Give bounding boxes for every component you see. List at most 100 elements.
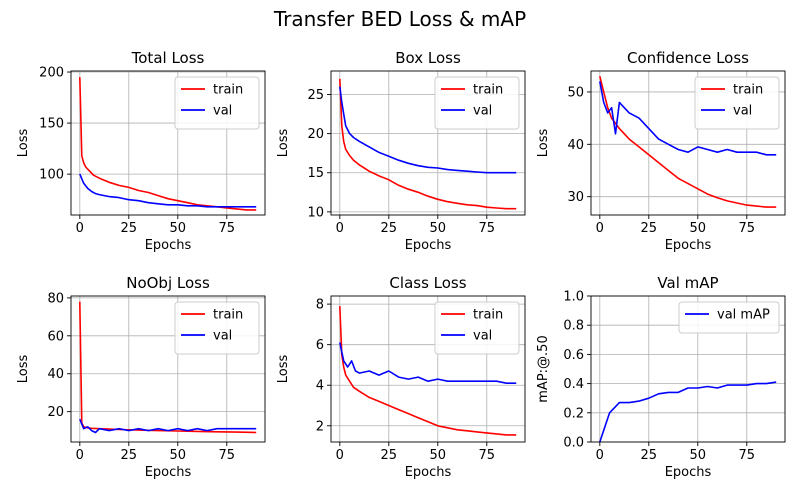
y-tick-label: 40 bbox=[47, 367, 64, 382]
legend-label: val bbox=[213, 329, 232, 344]
subplot-1: Total Loss 0 25 50 75 100 150 200 Epochs Loss trai… bbox=[16, 49, 266, 253]
y-axis-label: mAP:@.50 bbox=[536, 335, 551, 402]
series-line-train bbox=[339, 78, 517, 210]
legend-box bbox=[694, 76, 780, 130]
axes-frame bbox=[70, 70, 266, 216]
legend-box bbox=[174, 301, 260, 355]
y-tick-label: 30 bbox=[567, 190, 584, 205]
y-axis-label: Loss bbox=[536, 129, 551, 158]
legend-label: val mAP bbox=[717, 308, 770, 323]
x-tick-label: 50 bbox=[170, 448, 187, 463]
y-axis-label: Loss bbox=[16, 129, 31, 158]
y-tick-label: 200 bbox=[39, 66, 64, 81]
series-line-val bbox=[79, 418, 257, 434]
subplot-3: Confidence Loss 0 25 50 75 30 40 50 Epochs Loss tr… bbox=[536, 49, 786, 253]
y-tick-label: 0.2 bbox=[563, 406, 584, 421]
axes-frame bbox=[70, 295, 266, 443]
y-tick-label: 20 bbox=[307, 127, 324, 142]
legend: train val bbox=[434, 76, 520, 130]
x-tick-label: 75 bbox=[219, 221, 236, 236]
axes-frame bbox=[330, 70, 526, 216]
legend: train val bbox=[174, 76, 260, 130]
y-tick-label: 1.0 bbox=[563, 290, 584, 305]
y-tick-label: 8 bbox=[316, 298, 324, 313]
y-tick-label: 0.4 bbox=[563, 377, 584, 392]
series-group bbox=[599, 76, 777, 208]
legend-label: val bbox=[473, 329, 492, 344]
y-tick-label: 25 bbox=[307, 88, 324, 103]
series-line-val bbox=[599, 81, 777, 156]
y-tick-label: 50 bbox=[567, 85, 584, 100]
y-tick-label: 15 bbox=[307, 166, 324, 181]
x-tick-label: 50 bbox=[430, 448, 447, 463]
legend-label: train bbox=[473, 83, 503, 98]
legend-box bbox=[434, 76, 520, 130]
series-line-val-mAP bbox=[599, 381, 777, 442]
legend-label: train bbox=[213, 308, 243, 323]
legend-box bbox=[174, 76, 260, 130]
legend-label: val bbox=[473, 104, 492, 119]
x-tick-label: 0 bbox=[336, 448, 344, 463]
y-tick-label: 80 bbox=[47, 291, 64, 306]
y-tick-label: 10 bbox=[307, 205, 324, 220]
x-axis-label: Epochs bbox=[665, 238, 712, 253]
x-tick-label: 50 bbox=[170, 221, 187, 236]
y-tick-label: 4 bbox=[316, 379, 324, 394]
x-tick-label: 0 bbox=[596, 448, 604, 463]
legend-label: train bbox=[733, 83, 763, 98]
axes-frame bbox=[590, 295, 786, 443]
x-tick-label: 75 bbox=[479, 221, 496, 236]
subplot-title: Box Loss bbox=[395, 49, 461, 67]
subplot-title: NoObj Loss bbox=[126, 274, 210, 292]
x-tick-label: 50 bbox=[430, 221, 447, 236]
subplot-5: Class Loss 0 25 50 75 2 4 6 8 Epochs Loss train val bbox=[276, 274, 526, 480]
x-axis-label: Epochs bbox=[405, 238, 452, 253]
subplot-2: Box Loss 0 25 50 75 10 15 20 25 Epochs Loss train va… bbox=[276, 49, 526, 253]
legend-label: val bbox=[213, 104, 232, 119]
legend-label: val bbox=[733, 104, 752, 119]
series-line-val bbox=[79, 173, 257, 208]
legend-box bbox=[434, 301, 520, 355]
x-tick-label: 75 bbox=[739, 221, 756, 236]
y-tick-label: 150 bbox=[39, 117, 64, 132]
x-tick-label: 25 bbox=[381, 448, 398, 463]
x-axis-label: Epochs bbox=[145, 238, 192, 253]
subplot-title: Class Loss bbox=[389, 274, 466, 292]
series-group bbox=[599, 381, 777, 442]
y-tick-label: 2 bbox=[316, 419, 324, 434]
y-tick-label: 20 bbox=[47, 405, 64, 420]
y-axis-label: Loss bbox=[16, 355, 31, 384]
legend-label: train bbox=[473, 308, 503, 323]
series-group bbox=[79, 77, 257, 211]
x-tick-label: 25 bbox=[641, 221, 658, 236]
subplot-6: Val mAP 0 25 50 75 0.0 0.2 0.4 0.6 0.8 1.0 Epochs mA… bbox=[536, 274, 786, 480]
y-axis-label: Loss bbox=[276, 355, 291, 384]
legend: train val bbox=[174, 301, 260, 355]
series-line-train bbox=[339, 306, 517, 436]
x-tick-label: 25 bbox=[121, 448, 138, 463]
subplot-4: NoObj Loss 0 25 50 75 20 40 60 80 Epochs Loss train… bbox=[16, 274, 266, 480]
series-group bbox=[339, 78, 517, 210]
y-axis-label: Loss bbox=[276, 129, 291, 158]
legend: train val bbox=[434, 301, 520, 355]
x-axis-label: Epochs bbox=[405, 465, 452, 480]
x-tick-label: 25 bbox=[121, 221, 138, 236]
y-tick-label: 0.8 bbox=[563, 319, 584, 334]
x-tick-label: 75 bbox=[479, 448, 496, 463]
y-tick-label: 0.6 bbox=[563, 348, 584, 363]
x-tick-label: 0 bbox=[76, 221, 84, 236]
legend-label: train bbox=[213, 83, 243, 98]
y-tick-label: 60 bbox=[47, 329, 64, 344]
series-line-val bbox=[339, 342, 517, 385]
axes-frame bbox=[330, 295, 526, 443]
x-tick-label: 0 bbox=[596, 221, 604, 236]
y-tick-label: 100 bbox=[39, 168, 64, 183]
series-group bbox=[339, 306, 517, 436]
x-tick-label: 25 bbox=[641, 448, 658, 463]
subplot-title: Total Loss bbox=[131, 49, 205, 67]
legend: val mAP bbox=[678, 301, 780, 334]
y-tick-label: 0.0 bbox=[563, 436, 584, 451]
